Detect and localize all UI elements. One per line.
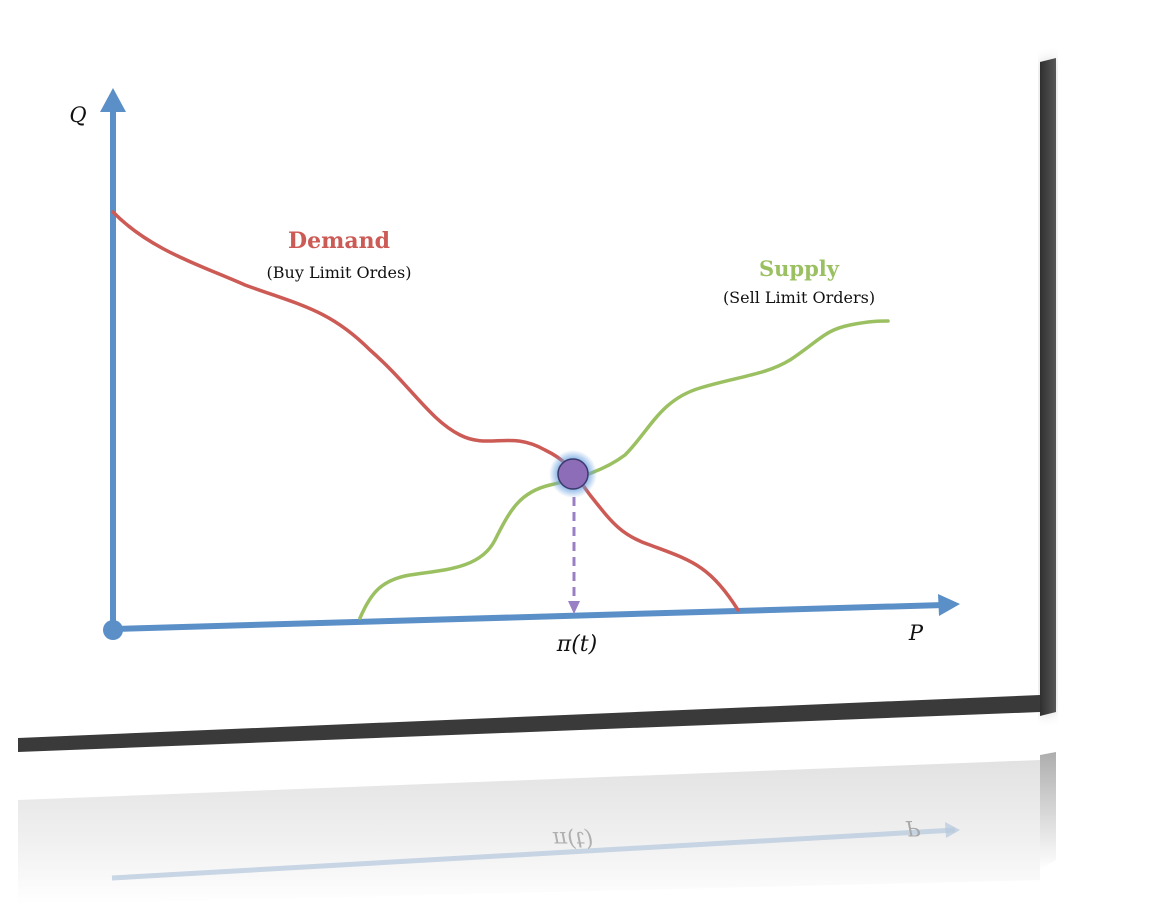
origin-point — [103, 620, 123, 640]
reflection-p-label: P — [905, 816, 921, 840]
slab-right-edge-blur — [1040, 58, 1056, 716]
y-axis-label: Q — [69, 103, 86, 127]
reflection-pi-label: π(t) — [552, 826, 593, 851]
reflection: π(t) P — [18, 752, 1056, 905]
demand-subtitle: (Buy Limit Ordes) — [267, 263, 412, 282]
supply-title: Supply — [759, 256, 840, 281]
demand-title: Demand — [288, 228, 390, 254]
supply-curve — [358, 319, 890, 620]
y-axis-arrowhead — [100, 88, 126, 112]
x-axis-label: P — [908, 621, 924, 645]
reflection-edge — [1040, 752, 1056, 870]
reflection-axis — [111, 827, 956, 881]
supply-subtitle: (Sell Limit Orders) — [723, 288, 875, 307]
reflection-arrowhead — [945, 822, 960, 838]
slab-bottom-edge — [18, 695, 1040, 752]
demand-curve — [111, 210, 740, 612]
x-axis-arrowhead — [938, 594, 960, 616]
slab-frame — [18, 58, 1056, 752]
drop-line-arrowhead — [568, 601, 580, 614]
equilibrium-point — [557, 458, 589, 490]
equilibrium-price-label: π(t) — [556, 632, 597, 657]
x-axis — [112, 602, 945, 632]
